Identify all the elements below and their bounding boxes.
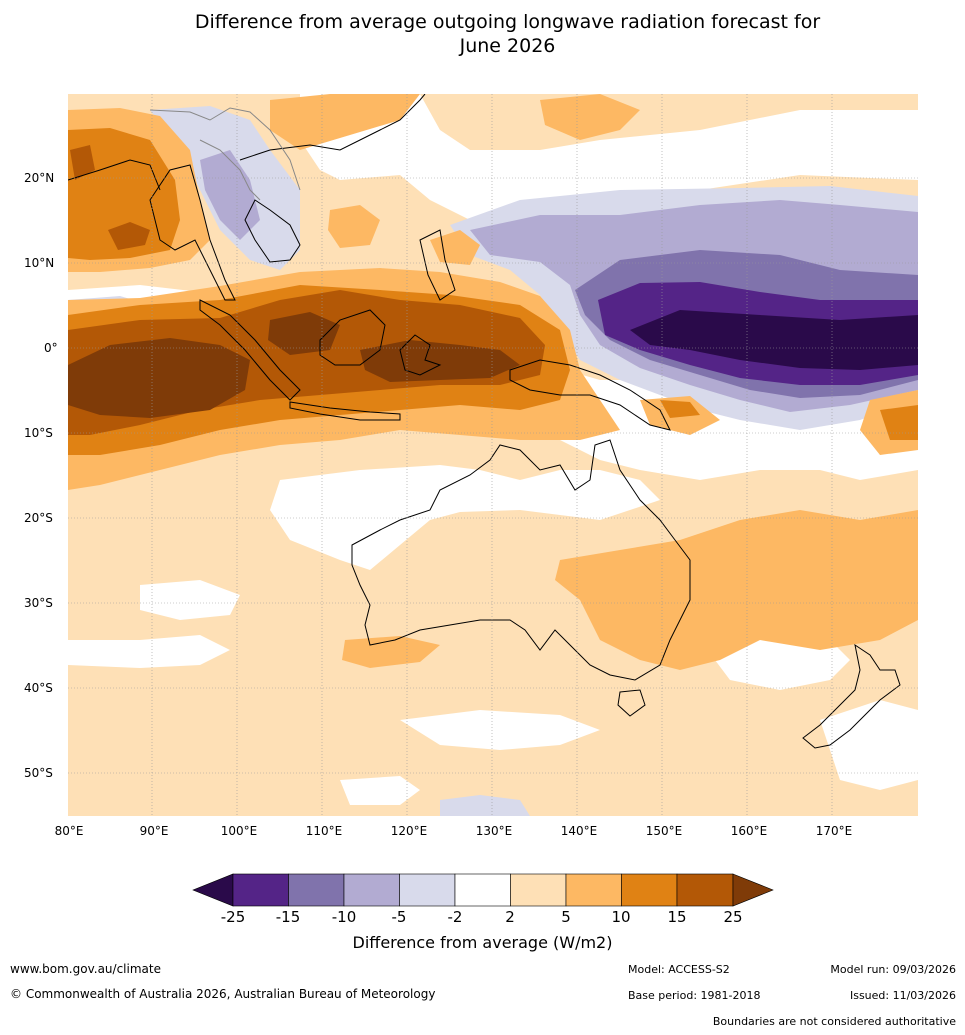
sulawesi-coastline bbox=[399, 334, 442, 376]
lat-label: 20°N bbox=[24, 171, 55, 185]
model-run-text: Model run: 09/03/2026 bbox=[830, 963, 956, 976]
coastlines bbox=[68, 94, 901, 749]
graticule bbox=[68, 94, 918, 816]
lon-label: 150°E bbox=[645, 824, 683, 838]
arabia-coastline bbox=[68, 159, 161, 191]
field-band-below-minus25 bbox=[630, 310, 918, 370]
colorbar-segment bbox=[565, 873, 622, 907]
borneo-coastline bbox=[319, 309, 386, 366]
website-link[interactable]: www.bom.gov.au/climate bbox=[10, 962, 161, 976]
colorbar-segment bbox=[399, 873, 456, 907]
lon-label: 90°E bbox=[139, 824, 169, 838]
lon-label: 140°E bbox=[560, 824, 598, 838]
colorbar-tick-label: -15 bbox=[275, 908, 301, 926]
model-text: Model: ACCESS-S2 bbox=[628, 963, 730, 976]
indochina-coastline bbox=[244, 199, 301, 263]
issued-text: Issued: 11/03/2026 bbox=[849, 989, 956, 1002]
colorbar-segment bbox=[288, 873, 345, 907]
china-coastline bbox=[239, 94, 426, 161]
colorbar-segment bbox=[510, 873, 567, 907]
lat-label: 50°S bbox=[24, 766, 53, 780]
colorbar-extend-low bbox=[192, 873, 234, 907]
lat-label: 0° bbox=[44, 341, 58, 355]
colorbar-tick-label: -5 bbox=[391, 908, 407, 926]
java-coastline bbox=[289, 401, 401, 421]
colorbar-tick-label: -10 bbox=[331, 908, 357, 926]
disclaimer-text: Boundaries are not considered authoritat… bbox=[712, 1015, 956, 1028]
copyright-text: © Commonwealth of Australia 2026, Austra… bbox=[10, 987, 436, 1001]
colorbar-tick-label: 25 bbox=[723, 908, 743, 926]
colorbar-segment bbox=[454, 873, 511, 907]
colorbar-segment bbox=[676, 873, 734, 907]
lon-label: 120°E bbox=[390, 824, 428, 838]
colorbar-tick-label: 5 bbox=[561, 908, 571, 926]
colorbar-segment bbox=[232, 873, 289, 907]
lon-label: 100°E bbox=[220, 824, 258, 838]
new-zealand-coastline bbox=[802, 643, 901, 749]
colorbar-title: Difference from average (W/m2) bbox=[352, 933, 613, 952]
title-line-1: Difference from average outgoing longwav… bbox=[194, 11, 821, 33]
colorbar-extend-high bbox=[732, 873, 774, 907]
lon-label: 170°E bbox=[815, 824, 853, 838]
base-period-text: Base period: 1981-2018 bbox=[628, 989, 761, 1002]
tasmania-coastline bbox=[617, 689, 646, 717]
map-title: Difference from average outgoing longwav… bbox=[0, 10, 965, 58]
colorbar-tick-label: 15 bbox=[667, 908, 687, 926]
colorbar-tick-label: 10 bbox=[611, 908, 631, 926]
lat-label: 30°S bbox=[24, 596, 53, 610]
title-line-2: June 2026 bbox=[459, 35, 556, 57]
lon-label: 110°E bbox=[305, 824, 343, 838]
colorbar-tick-label: -2 bbox=[447, 908, 463, 926]
colorbar bbox=[192, 873, 774, 907]
new-guinea-coastline bbox=[509, 359, 671, 431]
map-field bbox=[68, 94, 918, 816]
colorbar-tick-label: -25 bbox=[220, 908, 246, 926]
lon-label: 160°E bbox=[730, 824, 768, 838]
lon-label: 80°E bbox=[54, 824, 84, 838]
colorbar-segment bbox=[621, 873, 678, 907]
lat-label: 40°S bbox=[24, 681, 53, 695]
india-coastline bbox=[149, 164, 236, 301]
lon-label: 130°E bbox=[475, 824, 513, 838]
sumatra-coastline bbox=[199, 299, 301, 401]
lat-label: 10°N bbox=[24, 256, 55, 270]
philippines-coastline bbox=[419, 229, 456, 301]
field-neutral-areas bbox=[68, 94, 918, 805]
country-boundaries bbox=[149, 107, 301, 201]
colorbar-tick-label: 2 bbox=[505, 908, 515, 926]
lat-label: 10°S bbox=[24, 426, 53, 440]
lat-label: 20°S bbox=[24, 511, 53, 525]
australia-coastline bbox=[351, 439, 691, 681]
colorbar-segment bbox=[343, 873, 400, 907]
